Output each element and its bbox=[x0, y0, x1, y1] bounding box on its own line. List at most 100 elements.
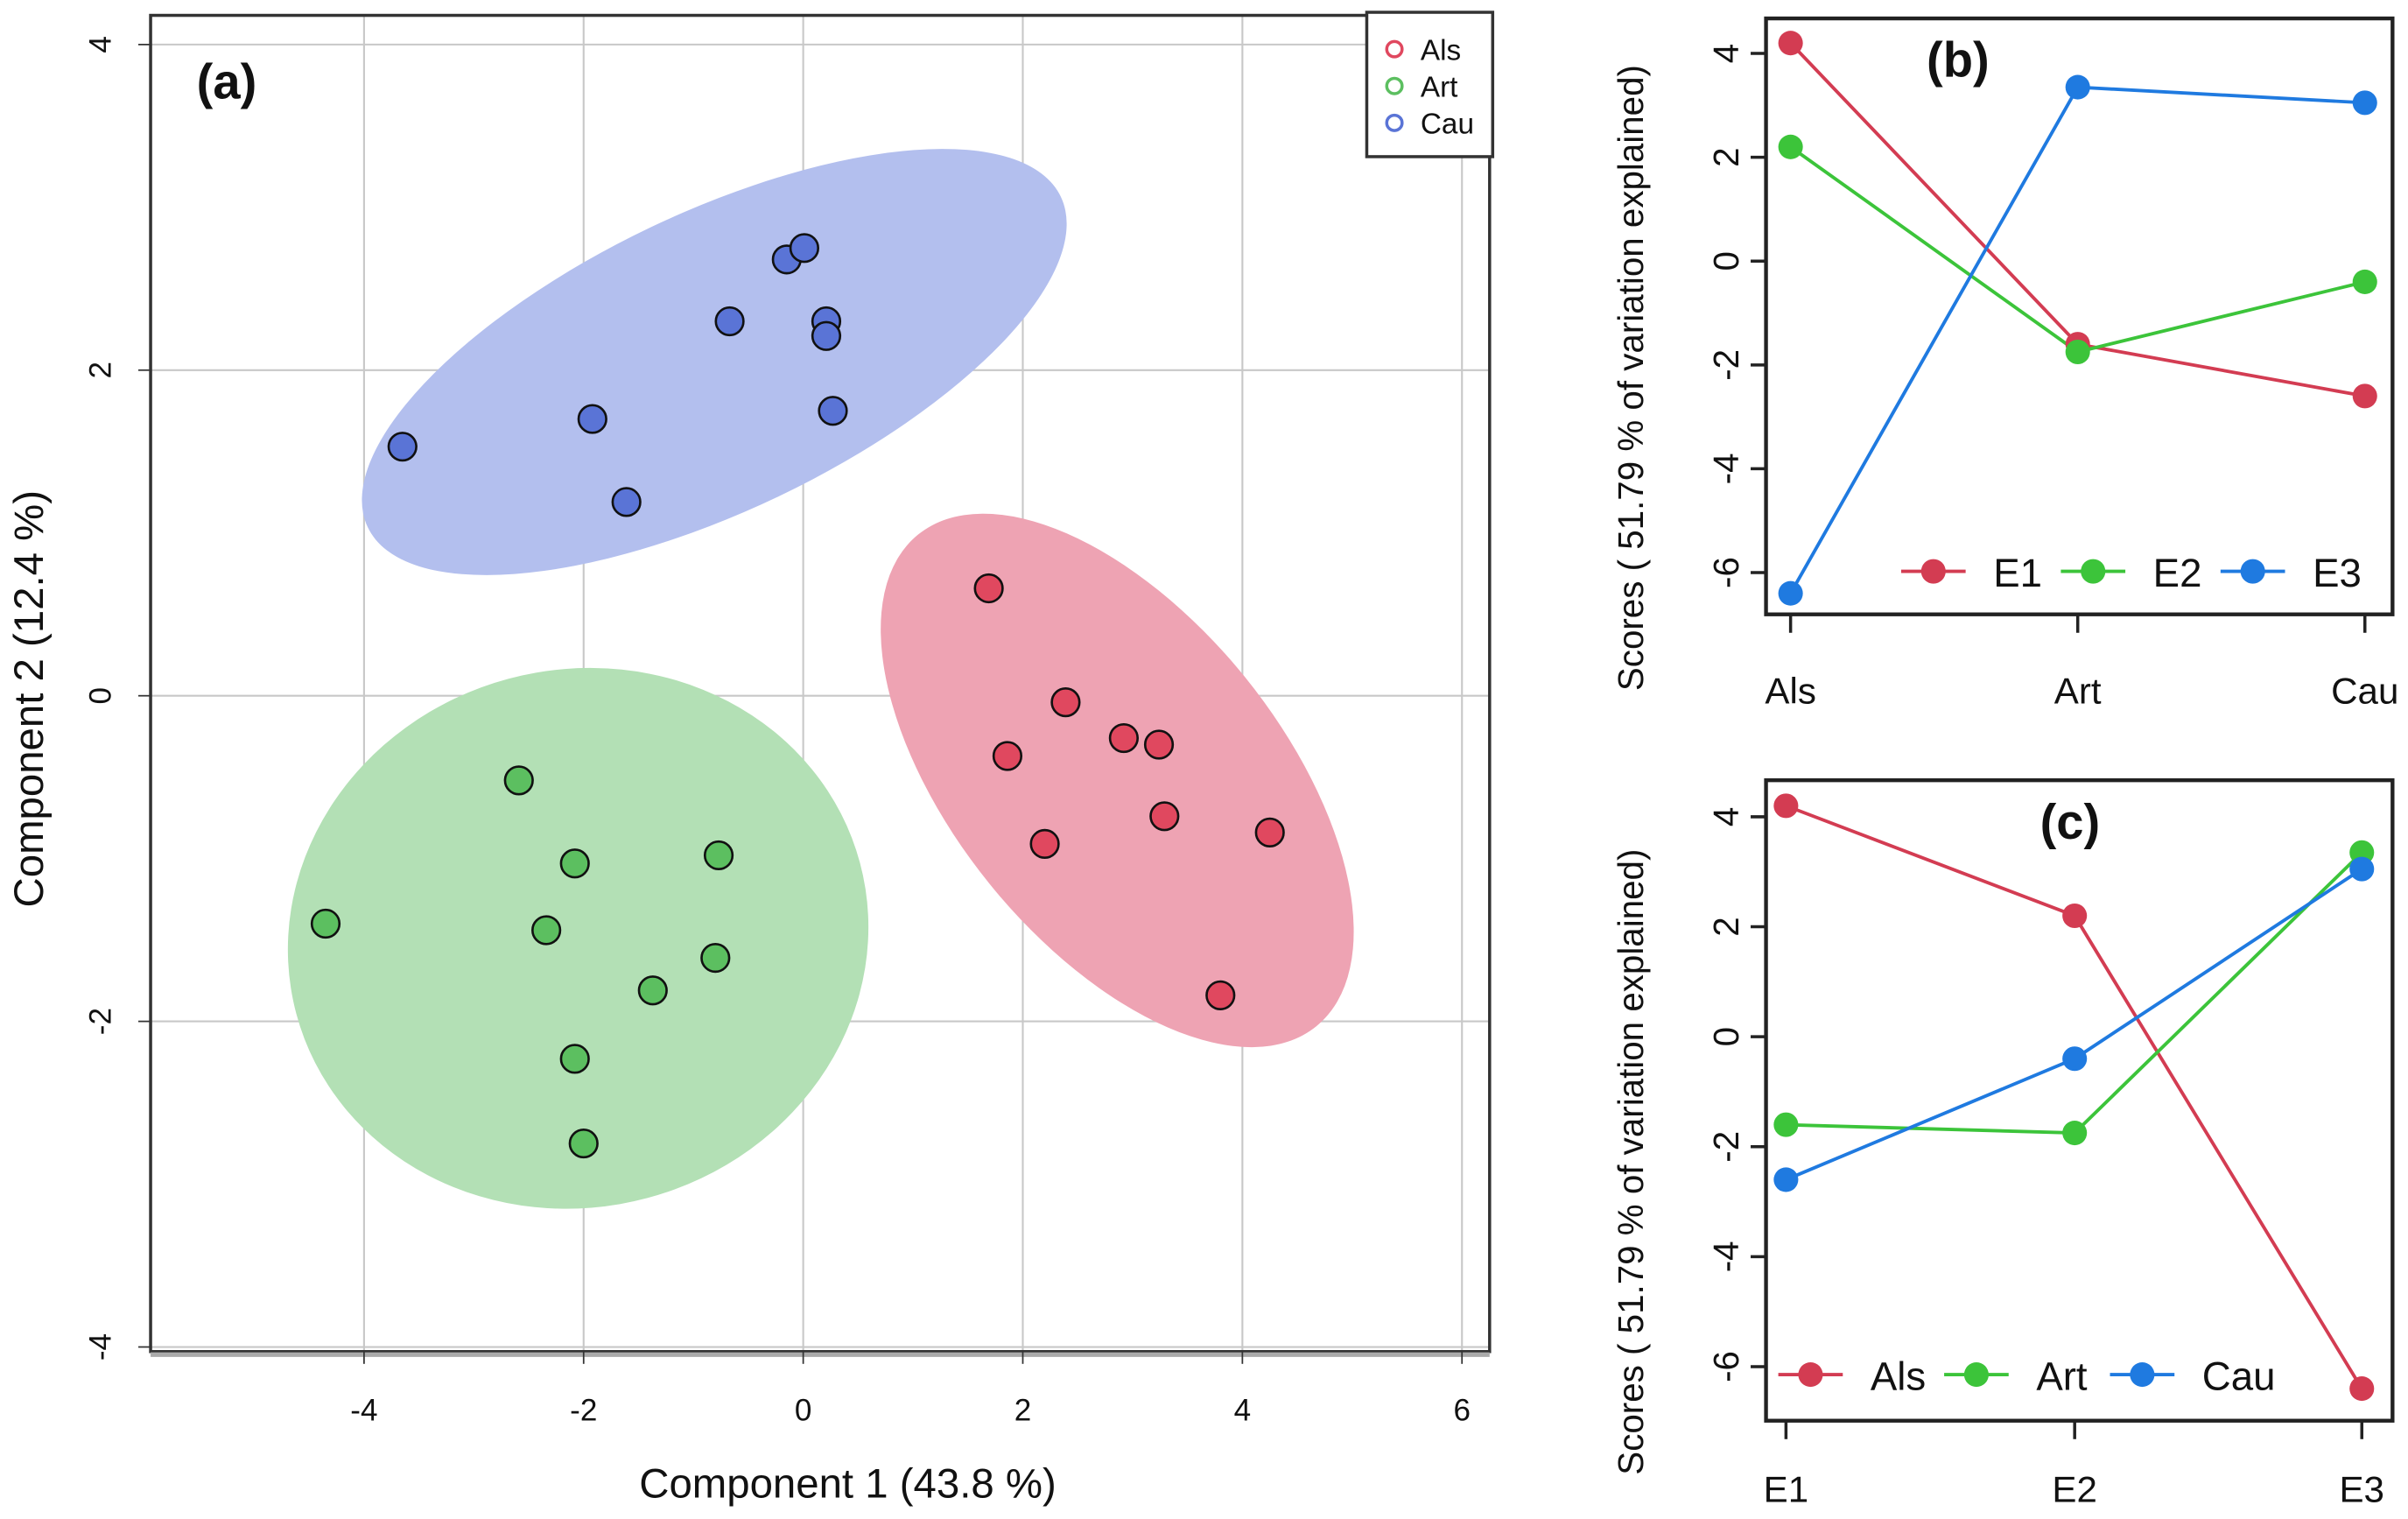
plot-frame bbox=[149, 13, 1492, 1354]
x-tick-label: 4 bbox=[1234, 1394, 1252, 1428]
y-tick-label: 2 bbox=[1706, 917, 1746, 936]
data-point-als bbox=[1050, 687, 1081, 718]
y-tick-label: -6 bbox=[1706, 1351, 1746, 1382]
data-point-cau bbox=[611, 487, 642, 517]
data-point-als bbox=[1205, 980, 1236, 1010]
panel-c-line-chart: 4 2 0 -2 -4 -6 E1 E2 E3 Scores ( 51.79 % of varia… bbox=[1611, 777, 2395, 1510]
data-point-e1 bbox=[2352, 383, 2377, 409]
legend-label: E1 bbox=[1993, 551, 2042, 595]
data-point-art bbox=[503, 765, 534, 796]
x-tick-label: 2 bbox=[1014, 1394, 1032, 1428]
data-point-e3 bbox=[2352, 90, 2377, 116]
panel-label: (a) bbox=[197, 53, 257, 109]
data-point-art bbox=[559, 848, 590, 879]
data-point-art bbox=[310, 908, 341, 939]
y-tick-label: -2 bbox=[1706, 1131, 1746, 1163]
y-tick-label: -6 bbox=[1706, 557, 1746, 588]
data-point-cau bbox=[387, 432, 418, 462]
plot-frame bbox=[1764, 777, 2395, 1423]
x-tick-label: -2 bbox=[570, 1394, 597, 1428]
data-point-als bbox=[1143, 729, 1175, 760]
legend-label: E2 bbox=[2153, 551, 2202, 595]
data-point-e1 bbox=[1778, 31, 1803, 56]
x-tick-label: 6 bbox=[1453, 1394, 1471, 1428]
x-tick-label: Art bbox=[2054, 670, 2102, 711]
y-tick-label: 4 bbox=[83, 36, 117, 53]
y-tick-label: 0 bbox=[83, 687, 117, 705]
x-tick-label: E3 bbox=[2339, 1469, 2383, 1510]
legend-marker-e1 bbox=[1920, 559, 1946, 584]
data-point-cau bbox=[789, 233, 819, 264]
legend-label: Art bbox=[2036, 1354, 2088, 1399]
x-tick-label: 0 bbox=[795, 1394, 812, 1428]
legend-label: Cau bbox=[2202, 1354, 2276, 1399]
data-point-cau bbox=[818, 396, 848, 426]
legend: E1 E2 E3 bbox=[1900, 551, 2362, 595]
data-point-art bbox=[559, 1044, 590, 1074]
y-tick-label: -4 bbox=[1706, 453, 1746, 484]
x-tick-label: E2 bbox=[2052, 1469, 2097, 1510]
legend-label: E3 bbox=[2313, 551, 2362, 595]
panel-label: (b) bbox=[1927, 32, 1990, 88]
data-point-e2 bbox=[2065, 339, 2090, 365]
legend-marker-art bbox=[1963, 1362, 1989, 1388]
data-point-als bbox=[1029, 828, 1060, 860]
panel-label: (c) bbox=[2040, 794, 2101, 849]
legend-marker-als bbox=[1385, 39, 1404, 59]
y-tick-label: -2 bbox=[1706, 349, 1746, 381]
legend-label: Cau bbox=[1421, 109, 1474, 141]
data-point-cau bbox=[1773, 1167, 1799, 1192]
x-tick-label: E1 bbox=[1764, 1469, 1809, 1510]
legend: Als Art Cau bbox=[1365, 11, 1495, 158]
y-tick-label: 2 bbox=[1706, 147, 1746, 166]
legend-label: Als bbox=[1871, 1354, 1926, 1399]
data-point-art bbox=[703, 840, 734, 871]
legend-marker-als bbox=[1798, 1362, 1823, 1388]
plot-frame bbox=[1764, 16, 2395, 616]
data-point-als bbox=[1108, 722, 1139, 754]
data-point-als bbox=[1149, 801, 1180, 832]
x-axis-title: Component 1 (43.8 %) bbox=[639, 1460, 1057, 1507]
y-tick-label: -4 bbox=[1706, 1241, 1746, 1272]
confidence-ellipse-art bbox=[287, 667, 869, 1209]
y-tick-label: 4 bbox=[1706, 807, 1746, 826]
confidence-ellipse-als bbox=[881, 513, 1354, 1048]
data-point-als bbox=[992, 741, 1023, 771]
data-point-cau bbox=[577, 404, 607, 434]
y-tick-label: 0 bbox=[1706, 1027, 1746, 1046]
legend-marker-art bbox=[1385, 76, 1404, 95]
data-point-art bbox=[2062, 1121, 2088, 1146]
data-point-e3 bbox=[2065, 74, 2090, 100]
data-point-art bbox=[531, 915, 562, 946]
data-point-art bbox=[700, 942, 731, 974]
x-tick-label: Cau bbox=[2331, 670, 2398, 711]
data-point-e2 bbox=[1778, 134, 1803, 159]
legend: Als Art Cau bbox=[1778, 1354, 2276, 1399]
y-tick-label: 2 bbox=[83, 362, 117, 379]
y-tick-label: 0 bbox=[1706, 251, 1746, 271]
legend-marker-cau bbox=[2130, 1362, 2155, 1388]
data-point-als bbox=[2062, 903, 2088, 929]
data-point-als bbox=[1773, 793, 1799, 819]
legend-label: Als bbox=[1421, 34, 1461, 67]
y-axis-title: Scores ( 51.79 % of variation explained) bbox=[1611, 849, 1651, 1475]
y-tick-label: -2 bbox=[83, 1008, 117, 1035]
data-point-e3 bbox=[1778, 580, 1803, 606]
x-tick-label: Als bbox=[1765, 670, 1815, 711]
legend-marker-e2 bbox=[2081, 559, 2106, 584]
y-tick-label: -4 bbox=[83, 1333, 117, 1361]
legend-label: Art bbox=[1421, 72, 1458, 104]
y-tick-label: 4 bbox=[1706, 44, 1746, 63]
data-point-cau bbox=[811, 320, 842, 351]
y-axis-title: Component 2 (12.4 %) bbox=[6, 490, 53, 908]
x-tick-label: -4 bbox=[350, 1394, 377, 1428]
panel-b-line-chart: 4 2 0 -2 -4 -6 Als Art Cau Scores ( 51.79 % of va… bbox=[1611, 16, 2398, 711]
data-point-als bbox=[2349, 1376, 2375, 1402]
data-point-art bbox=[568, 1128, 599, 1159]
data-point-cau bbox=[2349, 856, 2375, 882]
legend-marker-e3 bbox=[2240, 559, 2265, 584]
data-point-art bbox=[637, 975, 668, 1006]
data-point-als bbox=[973, 573, 1004, 604]
data-point-e2 bbox=[2352, 269, 2377, 294]
